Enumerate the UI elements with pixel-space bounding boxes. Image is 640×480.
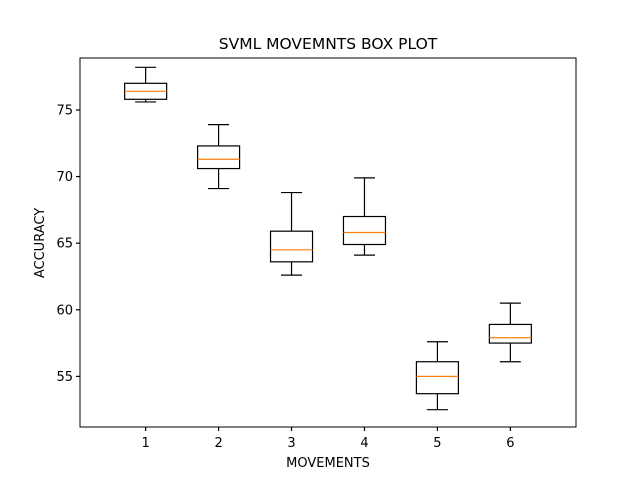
box-3 (269, 230, 314, 263)
plot-area: 1 2 3 4 5 6 55 60 65 70 75 (56, 57, 577, 451)
y-axis-label: ACCURACY (33, 208, 48, 278)
x-tick-label-2: 2 (214, 436, 222, 451)
x-tick-label-3: 3 (287, 436, 295, 451)
box-5 (415, 361, 460, 395)
chart-title: SVML MOVEMNTS BOX PLOT (219, 35, 438, 53)
x-tick-label-4: 4 (360, 436, 368, 451)
x-tick-label-5: 5 (433, 436, 441, 451)
y-tick-label-55: 55 (56, 370, 73, 385)
x-axis-label: MOVEMENTS (286, 456, 370, 471)
y-tick-label-60: 60 (56, 303, 73, 318)
y-tick-label-75: 75 (56, 103, 73, 118)
x-tick-label-1: 1 (142, 436, 150, 451)
axes-frame (79, 57, 577, 428)
y-tick-label-65: 65 (56, 237, 73, 252)
box-2 (196, 145, 241, 170)
box-6 (488, 323, 532, 344)
y-tick-label-70: 70 (56, 170, 73, 185)
box-4 (342, 215, 387, 246)
x-tick-label-6: 6 (506, 436, 514, 451)
